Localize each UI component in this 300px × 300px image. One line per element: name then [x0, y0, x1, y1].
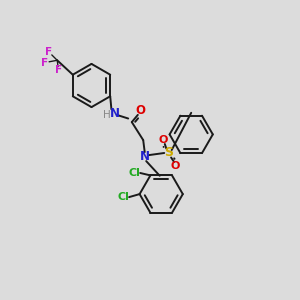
Text: F: F — [45, 47, 52, 57]
Text: O: O — [159, 135, 168, 146]
Text: Cl: Cl — [117, 192, 129, 202]
Text: F: F — [55, 65, 62, 75]
Text: H: H — [103, 110, 110, 121]
Text: N: N — [110, 106, 119, 120]
Text: O: O — [171, 160, 180, 171]
Text: Cl: Cl — [129, 168, 141, 178]
Text: O: O — [135, 104, 145, 117]
Text: F: F — [41, 58, 48, 68]
Text: N: N — [140, 150, 150, 163]
Text: S: S — [164, 146, 173, 160]
